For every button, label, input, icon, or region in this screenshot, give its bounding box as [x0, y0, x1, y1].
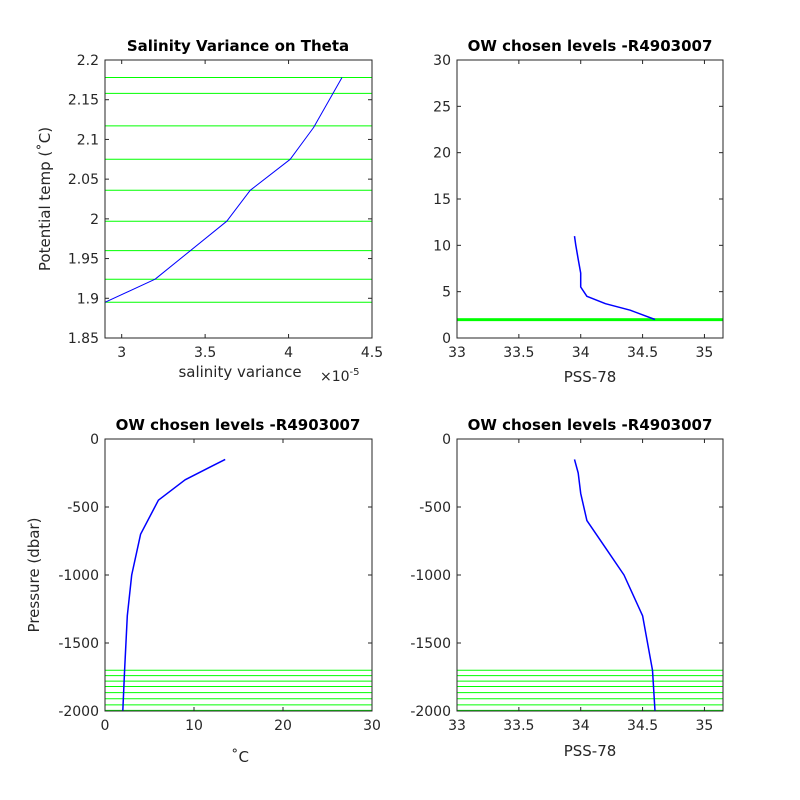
y-tick-label: -2000	[410, 704, 451, 720]
x-tick-label: 34	[572, 345, 590, 361]
panel-1-title: Salinity Variance on Theta	[127, 37, 349, 55]
y-tick-label: -2000	[58, 704, 99, 720]
y-tick-label: 2.2	[77, 53, 99, 69]
y-tick-label: -500	[419, 500, 451, 516]
x-tick-label: 34.5	[627, 718, 658, 734]
y-tick-label: -1500	[410, 636, 451, 652]
panel-1-x-exponent-base: ×10	[320, 369, 350, 385]
y-tick-label: 0	[90, 432, 99, 448]
panel-salinity-theta: OW chosen levels -R4903007 33 33.5 34 34.5 3…	[433, 37, 724, 386]
x-tick-label: 33.5	[503, 718, 534, 734]
panel-1-ticks: 3 3.5 4 4.5 1.85 1.9 1.95 2 2.05 2.1 2.15 2.2	[68, 53, 383, 361]
x-tick-label: 10	[185, 718, 203, 734]
x-tick-label: 4	[284, 345, 293, 361]
y-tick-label: 0	[442, 331, 451, 347]
y-tick-label: 30	[433, 53, 451, 69]
x-tick-label: 4.5	[361, 345, 383, 361]
panel-4-marks	[457, 459, 723, 711]
panel-3-title: OW chosen levels -R4903007	[116, 416, 361, 434]
y-tick-label: -1500	[58, 636, 99, 652]
y-tick-label: 10	[433, 238, 451, 254]
panel-1-xlabel: salinity variance	[178, 363, 301, 381]
panel-2-title: OW chosen levels -R4903007	[468, 37, 713, 55]
x-tick-label: 34.5	[627, 345, 658, 361]
panel-3-xlabel: ˚C	[231, 748, 249, 766]
x-tick-label: 0	[101, 718, 110, 734]
panel-4-xlabel: PSS-78	[564, 742, 617, 760]
panel-2-ticks: 33 33.5 34 34.5 35 0 5 10 15 20 25 30	[433, 53, 723, 361]
x-tick-label: 35	[696, 718, 714, 734]
x-tick-label: 20	[274, 718, 292, 734]
panel-2-marks	[457, 235, 723, 322]
x-tick-label: 33	[448, 345, 466, 361]
y-tick-label: 2.1	[77, 132, 99, 148]
panel-1-ylabel: Potential temp (˚C)	[36, 127, 54, 271]
y-tick-label: 20	[433, 146, 451, 162]
panel-salinity-pressure: OW chosen levels -R4903007 33 33.5 34 34.5 3…	[410, 416, 724, 760]
y-tick-label: 2.15	[68, 93, 99, 109]
panel-1-axes-box	[104, 59, 373, 339]
x-tick-label: 30	[363, 718, 381, 734]
panel-4-title: OW chosen levels -R4903007	[468, 416, 713, 434]
panel-3-ylabel: Pressure (dbar)	[25, 518, 43, 633]
series-line	[573, 235, 656, 321]
y-tick-label: -1000	[58, 568, 99, 584]
y-tick-label: 1.85	[68, 331, 99, 347]
y-tick-label: 15	[433, 192, 451, 208]
y-tick-label: 2	[90, 212, 99, 228]
y-tick-label: 5	[442, 285, 451, 301]
panel-temperature-pressure: OW chosen levels -R4903007 0 10 20 30 -2000 -…	[25, 416, 381, 766]
y-tick-label: -1000	[410, 568, 451, 584]
series-line	[122, 458, 226, 711]
y-tick-label: 1.9	[77, 291, 99, 307]
y-tick-label: -500	[67, 500, 99, 516]
panel-4-ticks: 33 33.5 34 34.5 35 -2000 -1500 -1000 -500 0	[410, 432, 723, 734]
y-tick-label: 0	[442, 432, 451, 448]
panel-3-ticks: 0 10 20 30 -2000 -1500 -1000 -500 0	[58, 432, 381, 734]
panel-3-marks	[105, 458, 372, 711]
panel-1-marks	[105, 76, 372, 303]
y-tick-label: 2.05	[68, 172, 99, 188]
x-tick-label: 34	[572, 718, 590, 734]
series-line	[105, 77, 343, 303]
panel-2-xlabel: PSS-78	[564, 368, 617, 386]
x-tick-label: 33	[448, 718, 466, 734]
x-tick-label: 3	[117, 345, 126, 361]
panel-1-x-exponent: ×10-5	[320, 367, 360, 385]
panel-salinity-variance: Salinity Variance on Theta 3 3.5 4 4.5 1.85 1…	[36, 37, 383, 385]
panel-1-x-exponent-power: -5	[350, 367, 360, 378]
y-tick-label: 1.95	[68, 252, 99, 268]
x-tick-label: 3.5	[194, 345, 216, 361]
y-tick-label: 25	[433, 99, 451, 115]
series-line	[573, 459, 656, 711]
x-tick-label: 33.5	[503, 345, 534, 361]
x-tick-label: 35	[696, 345, 714, 361]
